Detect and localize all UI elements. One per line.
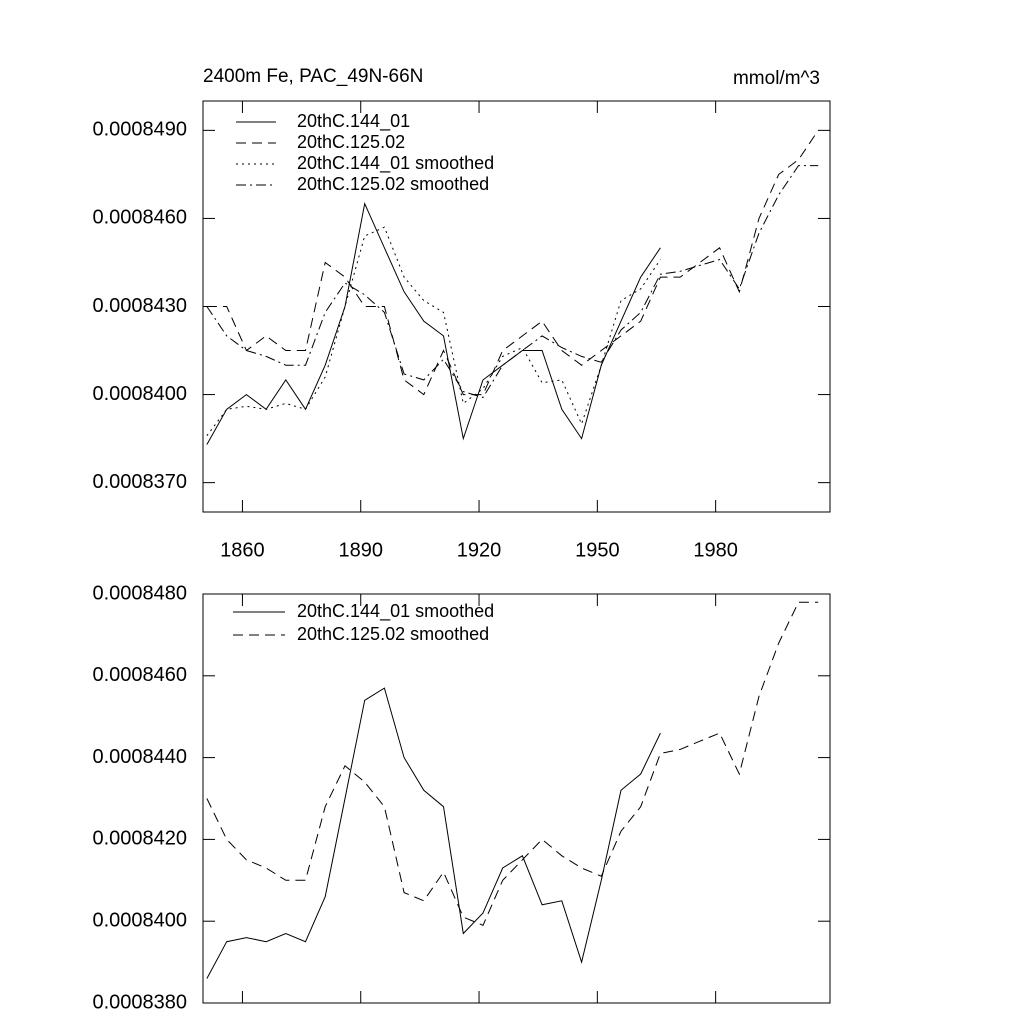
legend-label: 20thC.144_01 smoothed xyxy=(297,601,494,622)
units-label: mmol/m^3 xyxy=(733,68,820,89)
y-tick-label: 0.0008430 xyxy=(92,295,187,317)
legend-label: 20thC.125.02 xyxy=(297,132,405,152)
legend-label: 20thC.144_01 xyxy=(297,111,410,132)
series-line xyxy=(206,130,819,396)
y-tick-label: 0.0008370 xyxy=(92,471,187,493)
y-tick-label: 0.0008460 xyxy=(92,664,187,686)
y-tick-label: 0.0008420 xyxy=(92,828,187,850)
chart-title: 2400m Fe, PAC_49N-66N xyxy=(203,66,423,87)
series-line xyxy=(206,165,819,399)
plot-frame xyxy=(202,593,831,1004)
y-tick-label: 0.0008490 xyxy=(92,119,187,141)
legend-label: 20thC.125.02 smoothed xyxy=(297,624,489,644)
series-line xyxy=(206,687,661,979)
y-tick-label: 0.0008400 xyxy=(92,909,187,931)
x-tick-label: 1920 xyxy=(457,539,502,561)
x-tick-label: 1890 xyxy=(338,539,383,561)
legend-label: 20thC.125.02 smoothed xyxy=(297,174,489,194)
y-tick-label: 0.0008460 xyxy=(92,207,187,229)
series-line xyxy=(206,601,819,926)
series-line xyxy=(206,226,661,436)
y-tick-label: 0.0008440 xyxy=(92,746,187,768)
series-line xyxy=(206,202,661,445)
y-tick-label: 0.0008380 xyxy=(92,991,187,1013)
x-tick-label: 1860 xyxy=(220,539,265,561)
x-tick-label: 1980 xyxy=(693,539,738,561)
y-tick-label: 0.0008400 xyxy=(92,383,187,405)
y-tick-label: 0.0008480 xyxy=(92,582,187,604)
x-tick-label: 1950 xyxy=(575,539,620,561)
legend-label: 20thC.144_01 smoothed xyxy=(297,153,494,174)
